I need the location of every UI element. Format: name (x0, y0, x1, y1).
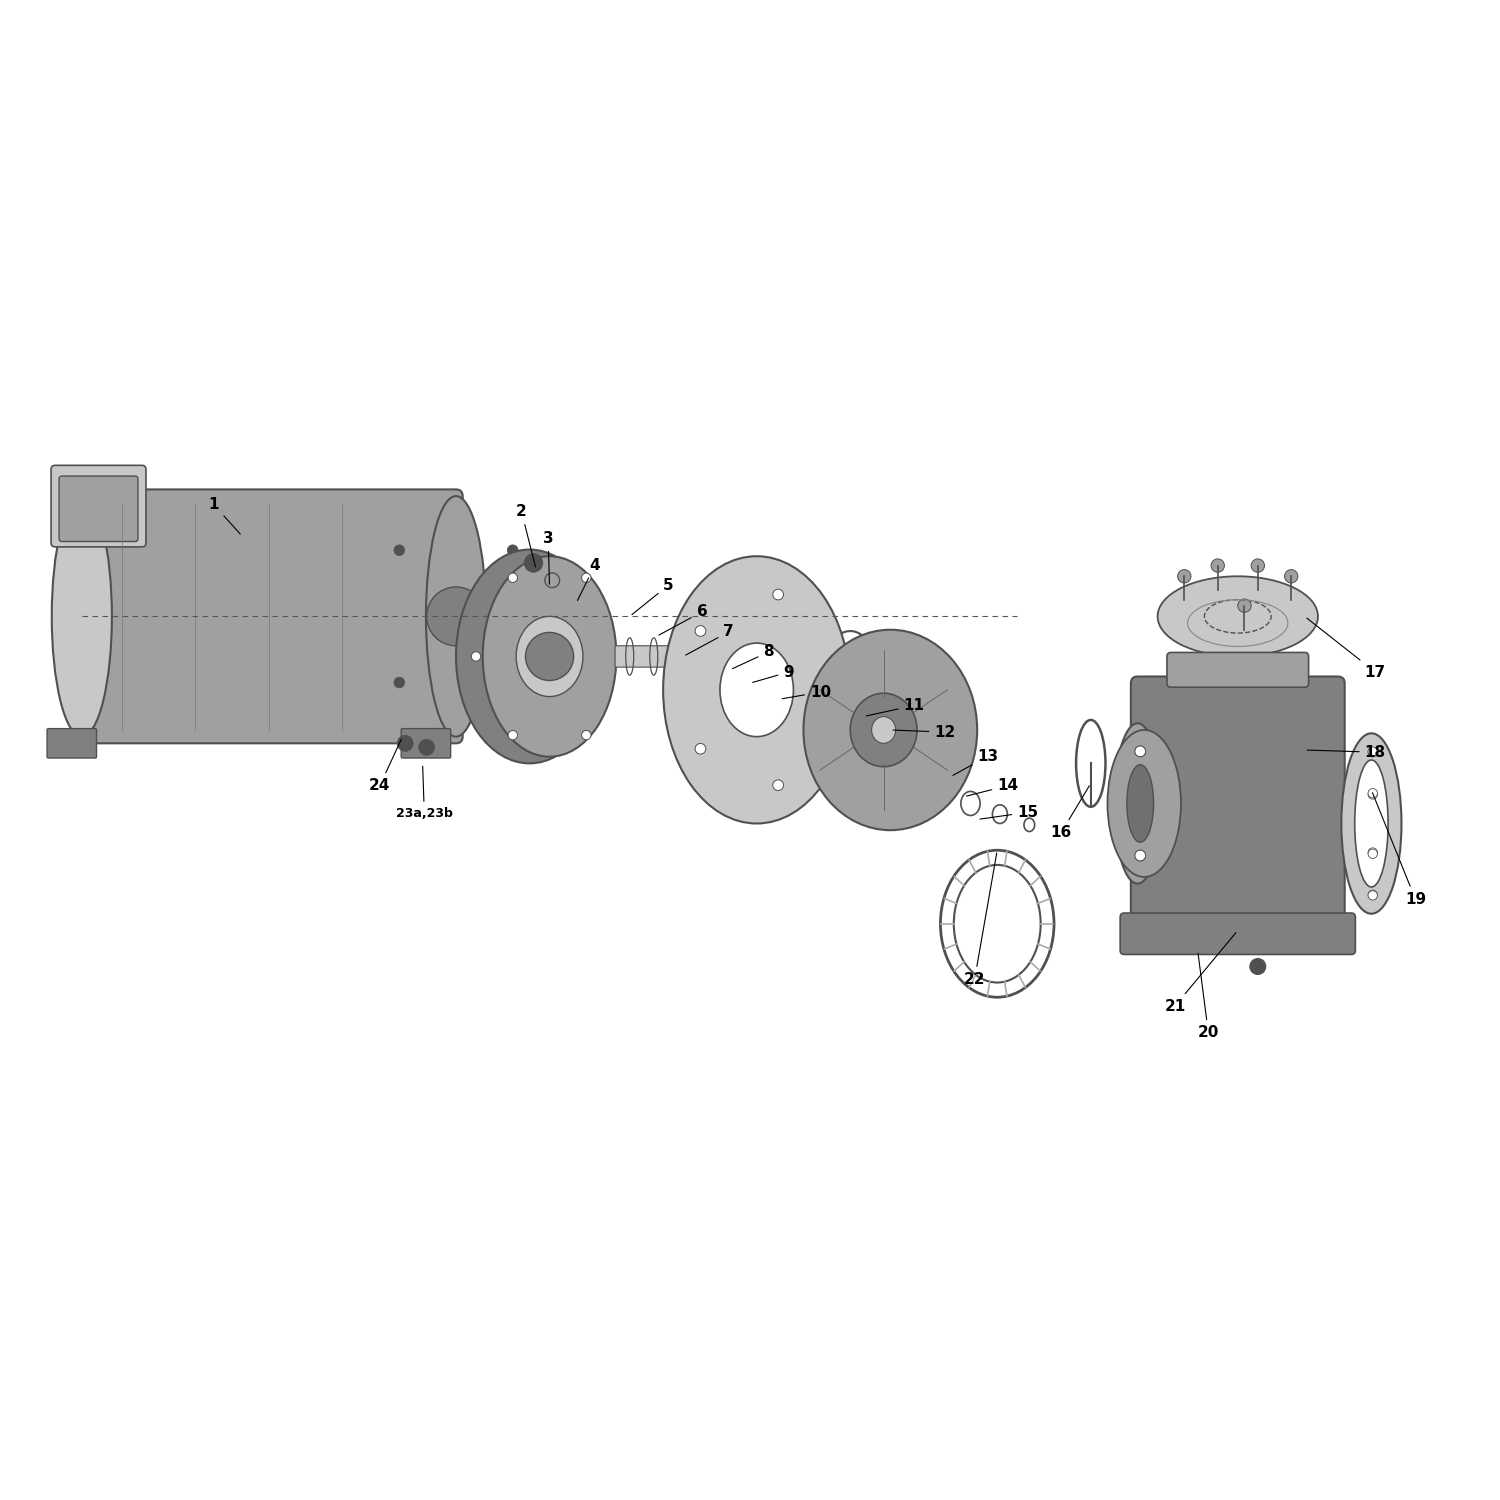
Ellipse shape (1114, 723, 1161, 884)
Ellipse shape (426, 496, 486, 736)
Circle shape (1368, 890, 1377, 900)
Circle shape (507, 544, 518, 555)
Circle shape (419, 740, 435, 756)
Circle shape (1368, 747, 1377, 756)
Ellipse shape (1158, 576, 1318, 657)
Circle shape (1251, 560, 1264, 573)
Circle shape (509, 573, 518, 582)
Circle shape (582, 730, 591, 740)
Ellipse shape (1341, 734, 1401, 914)
Circle shape (1136, 798, 1146, 808)
Circle shape (1368, 789, 1377, 798)
Text: 1: 1 (209, 498, 240, 534)
Text: 6: 6 (658, 604, 708, 634)
Ellipse shape (51, 496, 112, 736)
FancyBboxPatch shape (58, 476, 138, 542)
Circle shape (471, 652, 480, 662)
Ellipse shape (1126, 765, 1154, 842)
Text: 18: 18 (1308, 744, 1386, 759)
Circle shape (394, 544, 405, 555)
Text: 5: 5 (632, 578, 674, 615)
Text: 19: 19 (1372, 792, 1426, 906)
Text: 10: 10 (782, 684, 831, 699)
Text: 20: 20 (1197, 952, 1219, 1041)
Ellipse shape (871, 717, 895, 744)
Circle shape (772, 590, 783, 600)
Text: 21: 21 (1164, 933, 1236, 1014)
Ellipse shape (483, 556, 616, 756)
Ellipse shape (1107, 730, 1180, 878)
Text: 13: 13 (952, 748, 999, 776)
Ellipse shape (850, 693, 916, 766)
FancyBboxPatch shape (75, 489, 462, 744)
FancyBboxPatch shape (51, 465, 146, 548)
Circle shape (1368, 891, 1377, 900)
Circle shape (1136, 850, 1146, 861)
FancyBboxPatch shape (1120, 914, 1356, 954)
Circle shape (394, 676, 405, 688)
Circle shape (1250, 958, 1266, 975)
Text: 14: 14 (966, 778, 1018, 796)
Circle shape (694, 744, 706, 754)
Circle shape (1368, 847, 1377, 856)
Text: 17: 17 (1306, 618, 1386, 680)
Circle shape (1238, 598, 1251, 612)
Circle shape (694, 626, 706, 636)
Circle shape (398, 735, 412, 752)
Circle shape (1136, 850, 1146, 861)
Ellipse shape (720, 644, 794, 736)
Circle shape (582, 573, 591, 582)
FancyBboxPatch shape (400, 729, 450, 758)
Circle shape (1368, 747, 1377, 758)
Circle shape (524, 554, 543, 573)
Ellipse shape (456, 549, 603, 764)
Ellipse shape (1354, 760, 1388, 886)
FancyBboxPatch shape (615, 646, 858, 668)
Circle shape (1368, 849, 1377, 858)
Text: 4: 4 (578, 558, 600, 600)
Ellipse shape (663, 556, 850, 824)
Ellipse shape (816, 632, 831, 682)
Text: 15: 15 (980, 806, 1038, 820)
Circle shape (507, 676, 518, 688)
Text: 16: 16 (1050, 786, 1089, 840)
FancyBboxPatch shape (1167, 652, 1308, 687)
Circle shape (772, 780, 783, 790)
Circle shape (821, 684, 831, 694)
Circle shape (509, 730, 518, 740)
Circle shape (618, 652, 627, 662)
Text: 12: 12 (892, 724, 956, 740)
FancyBboxPatch shape (453, 603, 573, 630)
Circle shape (1178, 570, 1191, 584)
Circle shape (1136, 746, 1146, 756)
Ellipse shape (516, 616, 584, 696)
FancyBboxPatch shape (1131, 676, 1344, 930)
Text: 11: 11 (867, 698, 924, 715)
Circle shape (1136, 798, 1146, 808)
Text: 22: 22 (964, 853, 996, 987)
Text: 7: 7 (686, 624, 734, 656)
Text: 2: 2 (516, 504, 536, 567)
FancyBboxPatch shape (46, 729, 96, 758)
Circle shape (426, 586, 486, 646)
Circle shape (1136, 746, 1146, 756)
Circle shape (1284, 570, 1298, 584)
Ellipse shape (804, 630, 976, 830)
Text: 8: 8 (732, 645, 774, 669)
Text: 3: 3 (543, 531, 554, 584)
Text: 9: 9 (753, 664, 794, 682)
Text: 23a,23b: 23a,23b (396, 766, 453, 820)
Text: 24: 24 (369, 740, 402, 794)
Circle shape (1210, 560, 1224, 573)
Circle shape (525, 633, 573, 681)
Circle shape (1368, 790, 1377, 800)
